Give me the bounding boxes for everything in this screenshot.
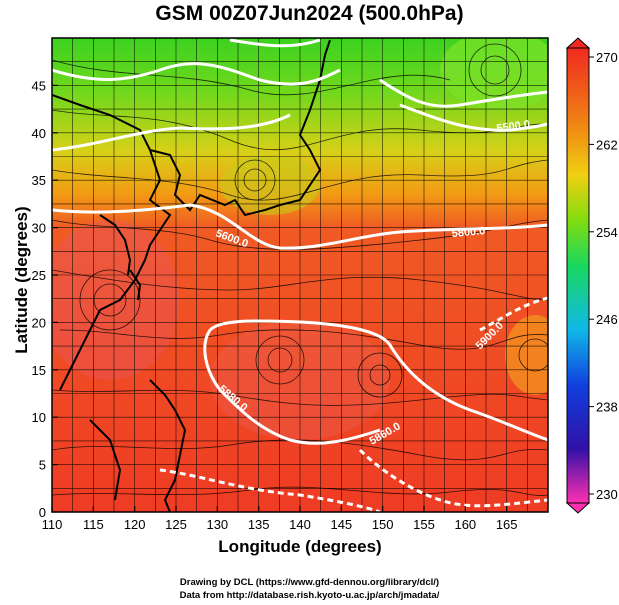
x-tick-label: 130: [206, 517, 228, 532]
x-axis-label: Longitude (degrees): [218, 537, 382, 556]
x-tick-label: 110: [42, 517, 63, 532]
contour-label: 5800.0: [451, 225, 486, 240]
colorbar-scale: [566, 47, 590, 504]
colorbar-tick-label: 254: [596, 225, 618, 240]
x-axis: 110 115 120 125 130 135 140 145 150 155 160 165: [42, 506, 518, 532]
colorbar-tick-label: 238: [596, 400, 618, 415]
plot-title: GSM 00Z07Jun2024 (500.0hPa): [155, 2, 464, 25]
y-axis: 0 5 10 15 20 25 30 35 40 45: [32, 78, 58, 520]
colorbar-ticks: 230 238 246 254 262 270: [589, 50, 618, 502]
y-tick-label: 20: [32, 315, 46, 330]
y-tick-label: 10: [32, 410, 46, 425]
x-tick-label: 125: [165, 517, 187, 532]
y-tick-label: 45: [32, 78, 46, 93]
x-tick-label: 160: [454, 517, 476, 532]
x-tick-label: 115: [83, 517, 104, 532]
colorbar-tick-label: 246: [596, 312, 618, 327]
temperature-field: 5500.0 5600.0 5800.0 5900.0 5880.0 5860.…: [52, 38, 548, 512]
credit-line-data: Data from http://database.rish.kyoto-u.a…: [179, 590, 440, 601]
x-tick-label: 140: [289, 517, 311, 532]
y-tick-label: 25: [32, 268, 46, 283]
x-tick-label: 165: [496, 517, 518, 532]
geopotential-contours: [52, 38, 548, 512]
contour-label: 5500.0: [496, 118, 531, 135]
x-tick-label: 120: [124, 517, 146, 532]
y-tick-label: 35: [32, 173, 46, 188]
y-tick-label: 40: [32, 126, 46, 141]
y-tick-label: 15: [32, 363, 46, 378]
y-axis-label: Latitude (degrees): [12, 206, 31, 354]
colorbar-tick-label: 262: [596, 137, 618, 152]
x-tick-label: 135: [248, 517, 270, 532]
x-tick-label: 145: [330, 517, 352, 532]
colorbar-tick-label: 270: [596, 50, 618, 65]
x-tick-label: 155: [413, 517, 435, 532]
y-tick-label: 30: [32, 221, 46, 236]
coastlines: [52, 39, 331, 512]
colorbar-top-arrow: [565, 37, 591, 49]
x-tick-label: 150: [372, 517, 394, 532]
colorbar-bottom-arrow: [565, 502, 591, 514]
credit-line-dcl: Drawing by DCL (https://www.gfd-dennou.o…: [179, 577, 440, 588]
colorbar-tick-label: 230: [596, 487, 618, 502]
y-tick-label: 5: [39, 458, 46, 473]
y-tick-label: 0: [39, 505, 46, 520]
colorbar: 230 238 246 254 262 270: [565, 37, 618, 514]
